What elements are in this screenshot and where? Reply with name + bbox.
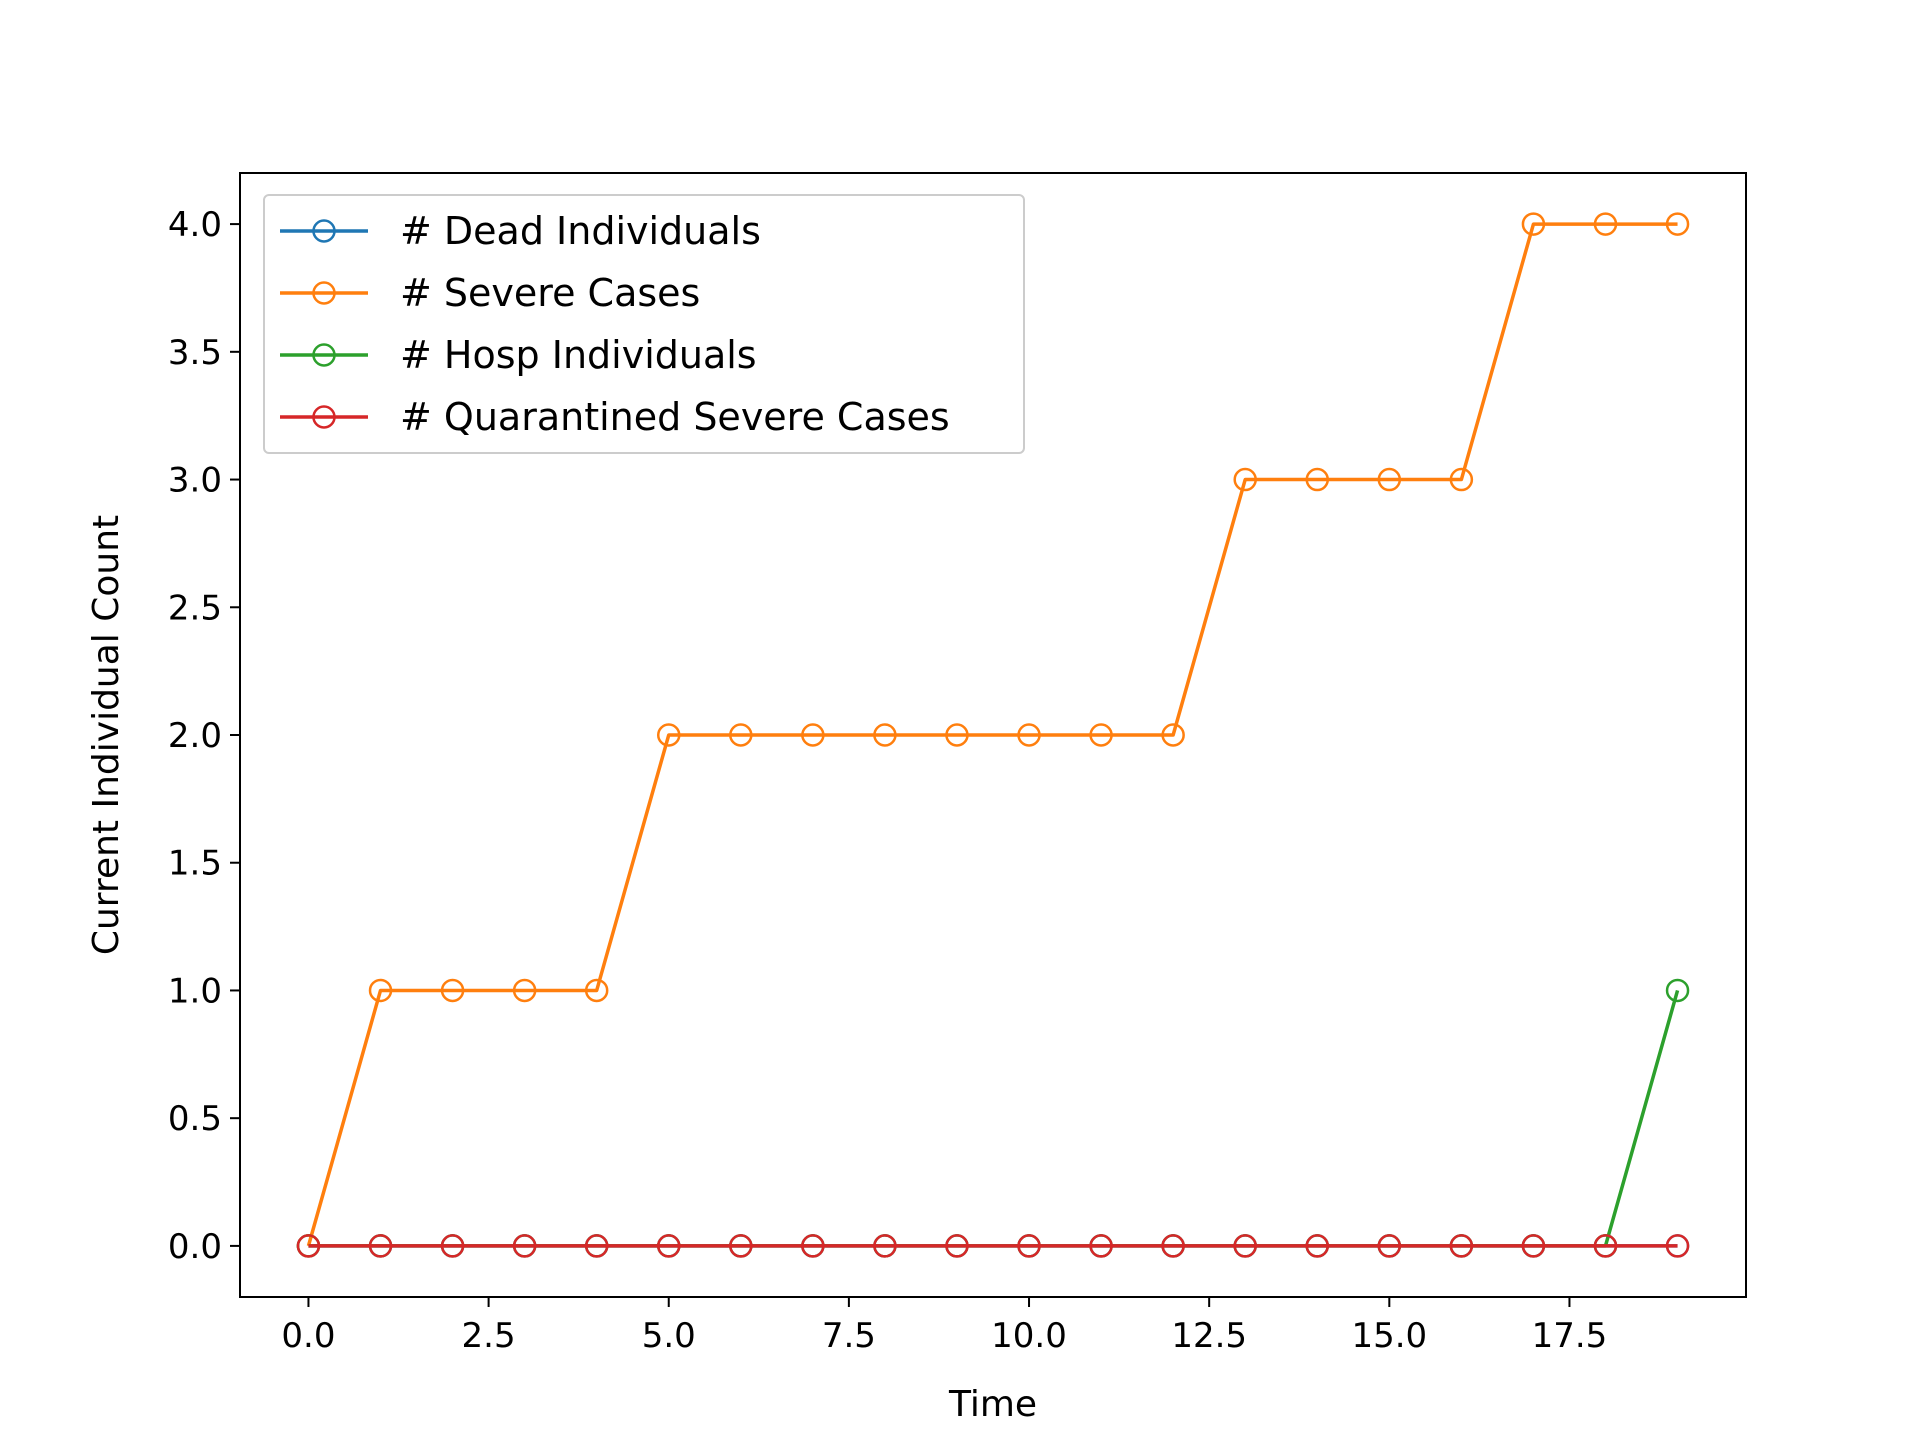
data-point <box>1017 1234 1041 1258</box>
data-point <box>296 1234 321 1258</box>
x-tick-label: 0.0 <box>281 1316 335 1356</box>
y-axis: 0.0 0.5 1.0 1.5 2.0 2.5 3.0 3.5 4.0 <box>168 205 240 1267</box>
data-point <box>1377 467 1402 492</box>
x-tick-label: 5.0 <box>642 1316 696 1356</box>
data-point <box>512 1234 537 1258</box>
data-point <box>1521 1234 1546 1258</box>
data-point <box>584 1234 609 1258</box>
data-point <box>1593 212 1618 236</box>
legend-label: # Hosp Individuals <box>400 333 757 377</box>
data-point <box>512 978 537 1003</box>
legend-marker <box>312 219 336 243</box>
data-point <box>368 1234 393 1258</box>
x-tick-label: 2.5 <box>462 1316 516 1356</box>
legend-item-severe-cases: # Severe Cases <box>280 271 700 315</box>
y-tick-label: 0.0 <box>168 1227 222 1267</box>
x-axis-label: Time <box>948 1384 1037 1425</box>
y-tick-label: 3.0 <box>168 461 222 501</box>
x-tick-label: 15.0 <box>1351 1316 1427 1356</box>
data-point <box>656 723 681 747</box>
legend-marker <box>312 405 336 429</box>
legend-label: # Quarantined Severe Cases <box>400 395 950 439</box>
data-point <box>1449 1234 1474 1258</box>
y-tick-label: 4.0 <box>168 205 222 245</box>
x-tick-label: 12.5 <box>1171 1316 1247 1356</box>
y-tick-label: 1.0 <box>168 971 222 1011</box>
data-point <box>1377 1234 1402 1258</box>
data-point <box>873 723 897 747</box>
data-point <box>1161 723 1185 747</box>
series-severe-cases <box>296 212 1690 1258</box>
data-point <box>1449 467 1474 492</box>
data-point <box>1665 978 1690 1003</box>
data-point <box>801 723 825 747</box>
data-point <box>873 1234 897 1258</box>
legend: # Dead Individuals # Severe Cases # Hosp I… <box>263 194 1025 454</box>
legend-item-dead-individuals: # Dead Individuals <box>280 209 761 253</box>
x-tick-label: 10.0 <box>991 1316 1067 1356</box>
data-point <box>729 1234 753 1258</box>
data-point <box>1305 1234 1330 1258</box>
y-tick-label: 2.5 <box>168 588 222 628</box>
legend-label: # Severe Cases <box>400 271 700 315</box>
data-point <box>1665 1234 1690 1258</box>
data-point <box>368 978 393 1003</box>
data-point <box>656 1234 681 1258</box>
data-point <box>440 978 465 1003</box>
y-axis-label: Current Individual Count <box>86 515 127 955</box>
y-tick-label: 2.0 <box>168 716 222 756</box>
legend-item-hosp-individuals: # Hosp Individuals <box>280 333 757 377</box>
series-quarantined-severe-cases <box>296 1234 1690 1258</box>
legend-label: # Dead Individuals <box>400 209 761 253</box>
data-point <box>584 978 609 1003</box>
data-point <box>1089 723 1113 747</box>
y-tick-label: 0.5 <box>168 1099 222 1139</box>
legend-item-quarantined-severe-cases: # Quarantined Severe Cases <box>280 395 950 439</box>
x-tick-label: 7.5 <box>822 1316 876 1356</box>
data-point <box>1161 1234 1185 1258</box>
data-point <box>1305 467 1330 492</box>
data-point <box>729 723 753 747</box>
legend-marker <box>312 281 336 305</box>
data-point <box>945 1234 969 1258</box>
x-tick-label: 17.5 <box>1532 1316 1608 1356</box>
data-point <box>1593 1234 1618 1258</box>
y-tick-label: 1.5 <box>168 844 222 884</box>
data-point <box>945 723 969 747</box>
data-point <box>1017 723 1041 747</box>
legend-box <box>263 194 1025 454</box>
series-layer <box>296 212 1690 1258</box>
data-point <box>1089 1234 1113 1258</box>
data-point <box>1665 212 1690 236</box>
y-tick-label: 3.5 <box>168 333 222 373</box>
data-point <box>801 1234 825 1258</box>
data-point <box>1521 212 1546 236</box>
series-line <box>306 222 1678 1247</box>
data-point <box>1233 1234 1257 1258</box>
data-point <box>1233 467 1257 492</box>
x-axis: 0.0 2.5 5.0 7.5 10.0 12.5 15.0 17.5 <box>281 1297 1607 1356</box>
data-point <box>440 1234 465 1258</box>
legend-marker <box>312 343 336 367</box>
